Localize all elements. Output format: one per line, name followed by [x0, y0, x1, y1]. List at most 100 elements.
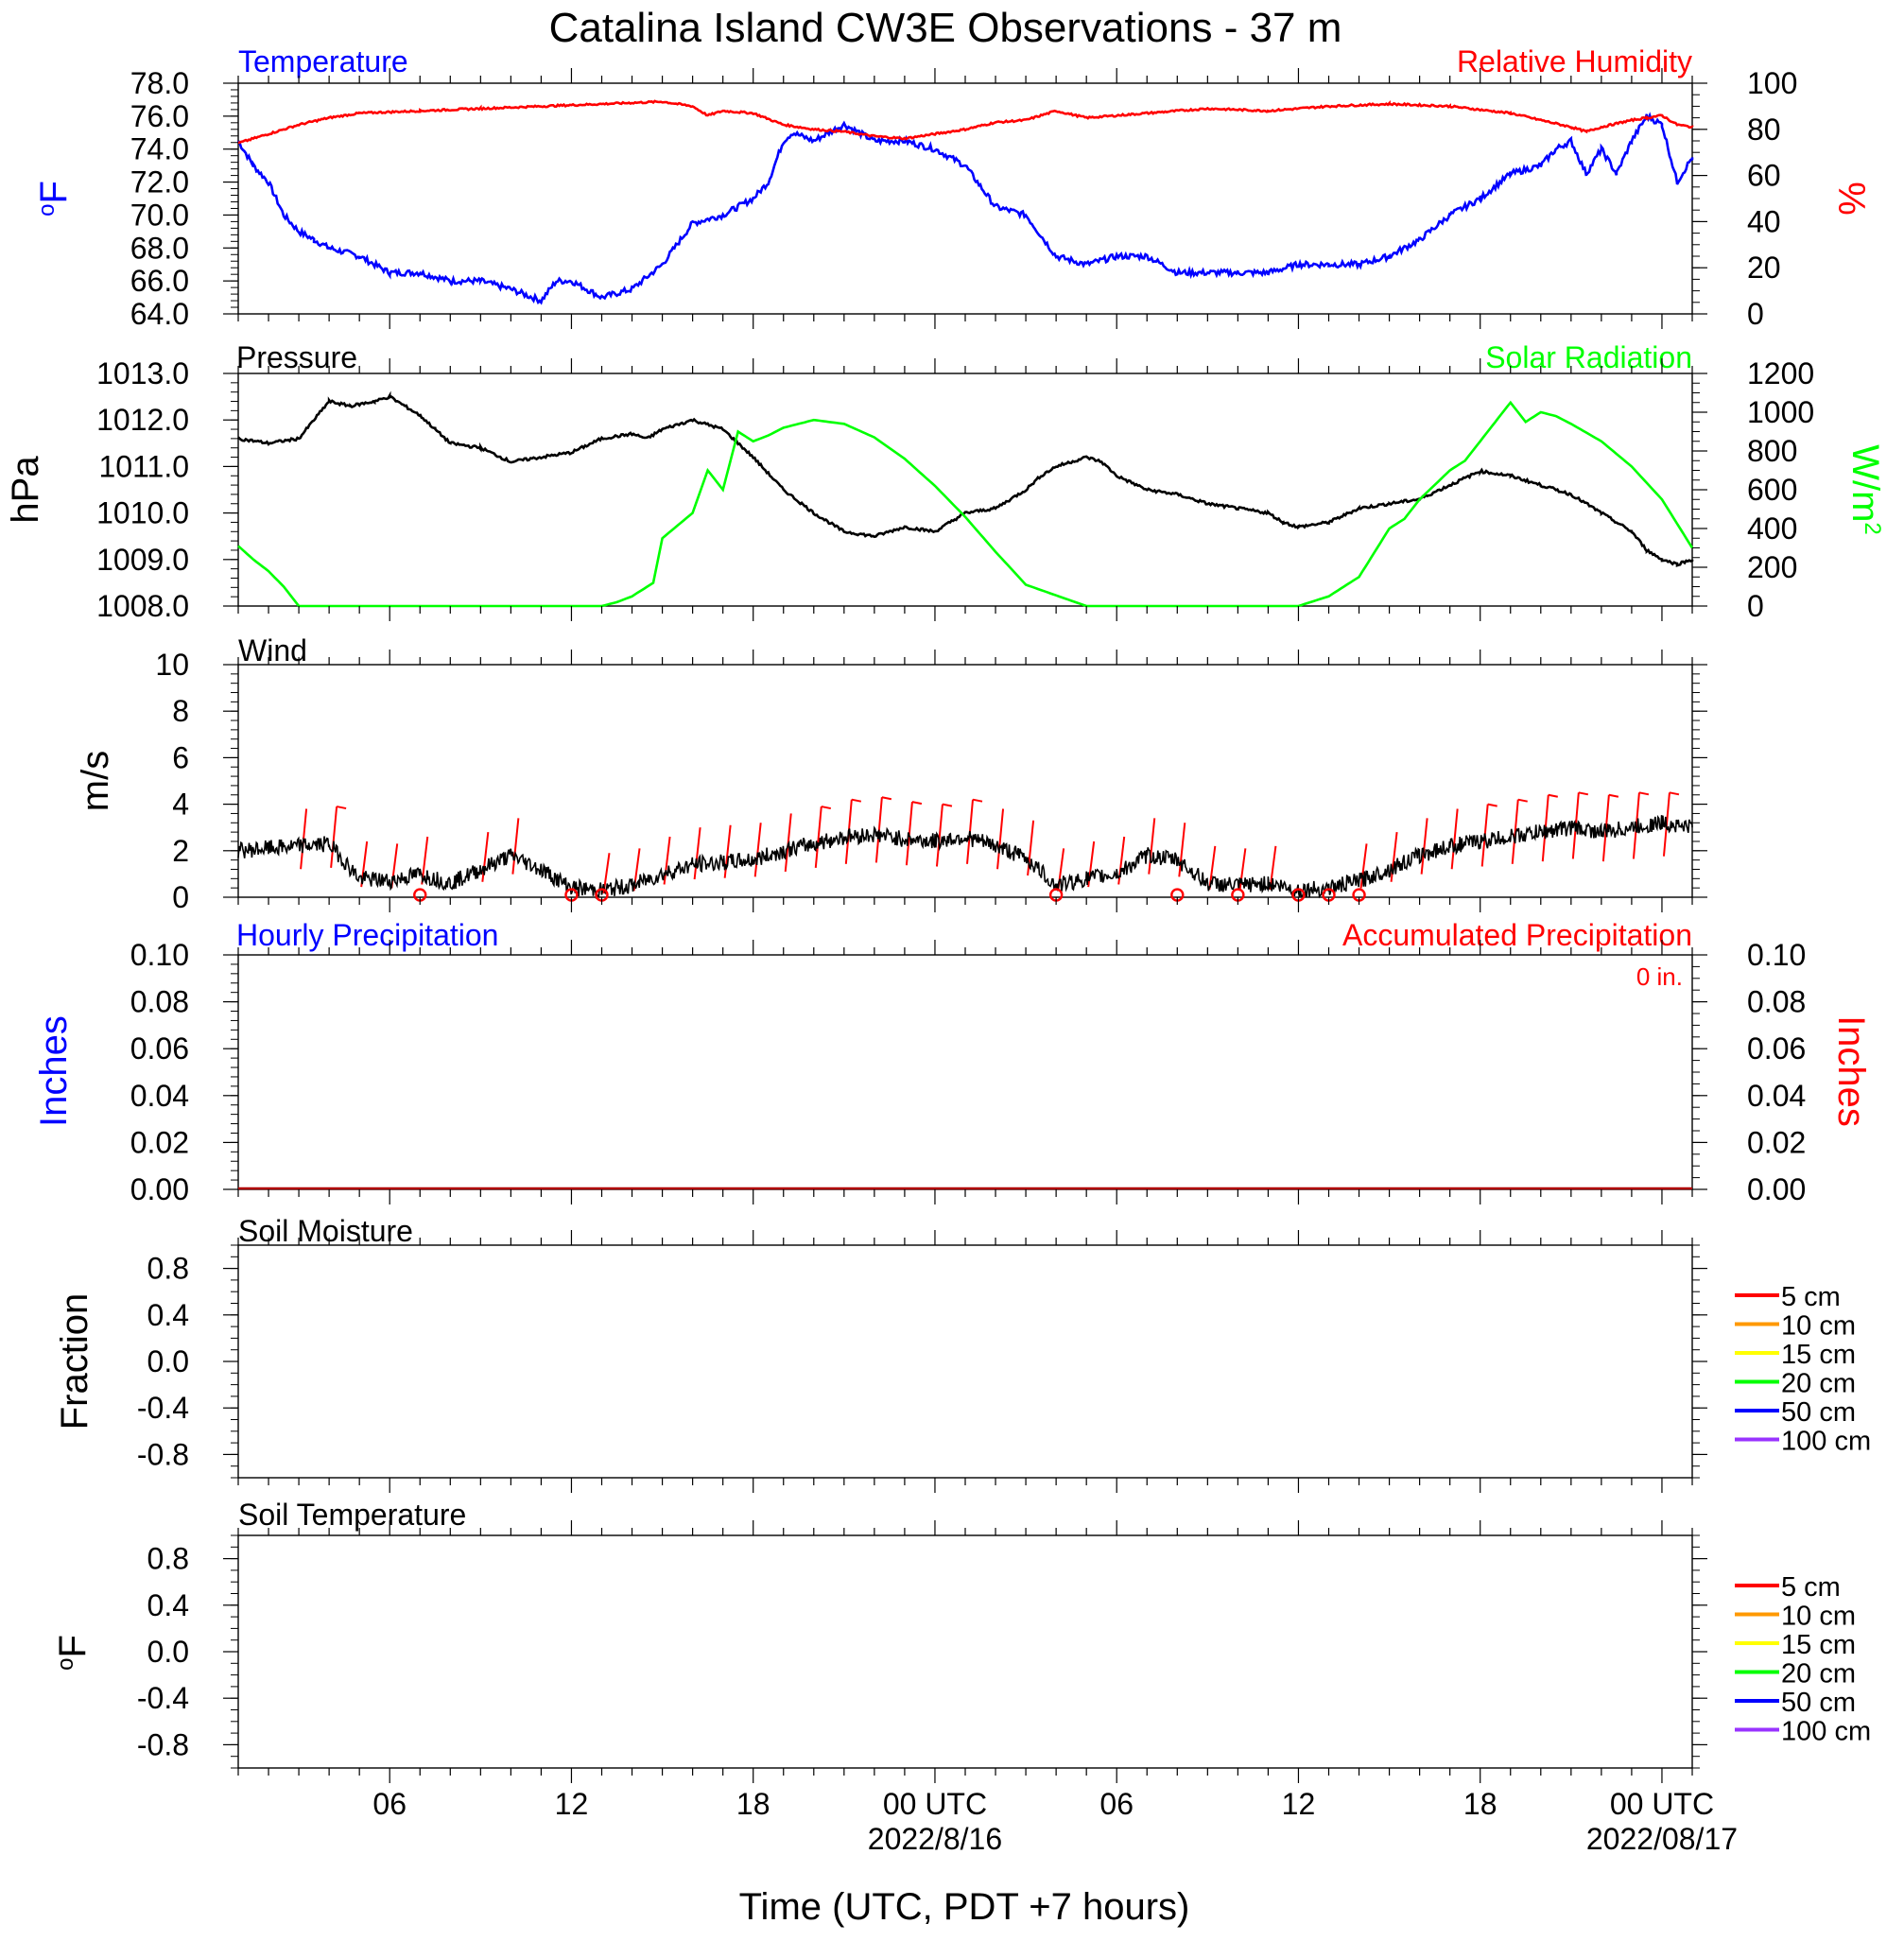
wind-barb — [1269, 845, 1277, 891]
legend-label: 50 cm — [1781, 1397, 1856, 1428]
wind-barb — [1420, 818, 1428, 875]
soil-temperature-title: Soil Temperature — [238, 1498, 466, 1532]
x-date-label: 2022/08/17 — [1586, 1822, 1738, 1856]
y-tick-label: 0.0 — [147, 1344, 189, 1378]
wind-barb — [663, 836, 671, 885]
y-tick-label: 78.0 — [130, 66, 189, 100]
solar-title: Solar Radiation — [1485, 340, 1692, 374]
wind-barb — [693, 827, 701, 880]
y-tick-label-right: 0 — [1747, 589, 1764, 623]
x-tick-label: 12 — [555, 1787, 589, 1821]
temperature-title: Temperature — [238, 44, 408, 78]
y-tick-label: -0.8 — [137, 1727, 189, 1761]
solar-series-line — [237, 400, 1694, 608]
y-tick-label: 72.0 — [130, 165, 189, 199]
hourly-precip-title: Hourly Precipitation — [236, 918, 498, 952]
wind-barb-flag — [1669, 791, 1680, 796]
wind-barb — [723, 824, 732, 878]
wind-barb — [996, 808, 1005, 870]
y-tick-label: 0.04 — [130, 1079, 189, 1113]
soil-moisture-unit: Fraction — [54, 1293, 95, 1430]
x-tick-label: 06 — [372, 1787, 407, 1821]
pressure-unit: hPa — [5, 456, 46, 524]
legend-label: 100 cm — [1781, 1717, 1871, 1747]
wind-barb-flag — [336, 806, 347, 810]
y-tick-label: 0.06 — [130, 1031, 189, 1066]
y-tick-label: 0.10 — [130, 938, 189, 972]
wind-barb — [330, 806, 338, 868]
wind-barb — [1511, 799, 1519, 864]
y-tick-label-right: 60 — [1747, 159, 1781, 193]
wind-barb-flag — [942, 803, 953, 807]
wind-series-line — [237, 814, 1693, 900]
y-tick-label: 74.0 — [130, 132, 189, 166]
y-tick-label-right: 40 — [1747, 204, 1781, 238]
y-tick-label: 76.0 — [130, 99, 189, 133]
wind-barb-flag — [881, 796, 892, 801]
y-tick-label: 0.4 — [147, 1588, 189, 1622]
y-tick-label: 0.8 — [147, 1542, 189, 1576]
y-tick-label: 2 — [172, 834, 189, 868]
y-tick-label-right: 600 — [1747, 473, 1797, 507]
y-tick-label: 0.00 — [130, 1172, 189, 1206]
temperature-unit: oF — [33, 181, 75, 217]
y-tick-label: 1011.0 — [99, 449, 190, 483]
y-tick-label-right: 0.10 — [1747, 938, 1806, 972]
y-tick-label-right: 200 — [1747, 550, 1797, 584]
wind-barb — [784, 813, 792, 873]
y-tick-label: -0.8 — [137, 1437, 189, 1471]
y-tick-label-right: 400 — [1747, 511, 1797, 546]
x-tick-label: 00 UTC — [883, 1787, 987, 1821]
y-tick-label: -0.4 — [137, 1681, 189, 1715]
y-tick-label: 68.0 — [130, 231, 189, 265]
legend-label: 5 cm — [1781, 1282, 1841, 1312]
wind-barb — [1178, 823, 1186, 877]
wind-barb — [814, 806, 822, 868]
wind-barb — [1359, 843, 1368, 889]
hourly-precip-unit: Inches — [33, 1015, 75, 1127]
wind-barb — [935, 804, 943, 867]
y-tick-label: 0.0 — [147, 1635, 189, 1669]
wind-barb-flag — [1608, 793, 1619, 798]
wind-barb — [481, 832, 490, 882]
wind-barb-flag — [821, 806, 831, 810]
accum-precip-unit: Inches — [1830, 1015, 1872, 1127]
wind-barb — [1238, 848, 1247, 892]
soil-moisture-title: Soil Moisture — [238, 1214, 413, 1248]
y-tick-label-right: 0.00 — [1747, 1172, 1806, 1206]
legend-label: 15 cm — [1781, 1630, 1856, 1660]
wind-title: Wind — [238, 633, 307, 667]
x-date-label: 2022/8/16 — [868, 1822, 1002, 1856]
y-tick-label: 1010.0 — [96, 496, 189, 530]
calm-wind-markers — [413, 888, 1366, 902]
wind-barb — [1390, 832, 1398, 882]
y-tick-label: 1009.0 — [96, 543, 189, 577]
y-tick-label-right: 800 — [1747, 434, 1797, 468]
soil-moisture-frame — [237, 1244, 1693, 1479]
y-tick-label: 8 — [172, 694, 189, 728]
x-tick-label: 06 — [1099, 1787, 1134, 1821]
wind-barb — [1148, 818, 1156, 875]
x-tick-label: 18 — [736, 1787, 770, 1821]
legend-label: 100 cm — [1781, 1427, 1871, 1457]
y-tick-label: 66.0 — [130, 264, 189, 298]
legend-label: 50 cm — [1781, 1688, 1856, 1718]
legend-label: 20 cm — [1781, 1369, 1856, 1399]
y-tick-label: 6 — [172, 740, 189, 774]
pressure-solar-frame — [237, 373, 1693, 607]
wind-barb-flag — [851, 798, 862, 803]
y-tick-label: 0.8 — [147, 1252, 189, 1286]
legend-label: 20 cm — [1781, 1659, 1856, 1690]
humidity-unit: % — [1830, 182, 1872, 216]
accum-precip-total: 0 in. — [1636, 962, 1683, 991]
wind-barb-flag — [1638, 791, 1650, 796]
y-tick-label: 1013.0 — [96, 356, 189, 390]
y-tick-label: 10 — [155, 648, 189, 682]
y-tick-label-right: 0.06 — [1747, 1031, 1806, 1066]
y-tick-label: -0.4 — [137, 1391, 189, 1425]
wind-barb-flag — [1487, 803, 1497, 807]
legend-label: 15 cm — [1781, 1340, 1856, 1370]
wind-panel: Wind m/s — [75, 633, 1693, 902]
